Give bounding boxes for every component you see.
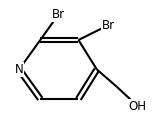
Text: Br: Br (52, 8, 65, 21)
Text: OH: OH (129, 100, 147, 113)
Text: Br: Br (102, 19, 115, 32)
Text: N: N (15, 63, 23, 76)
